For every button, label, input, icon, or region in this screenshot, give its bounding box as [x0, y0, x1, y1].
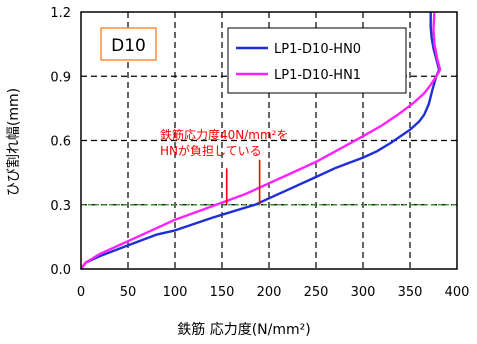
x-tick-label: 50: [120, 285, 137, 300]
annotation-line-1: 鉄筋応力度40N/mm²を: [160, 127, 288, 142]
x-tick-label: 250: [304, 285, 329, 300]
x-tick-label: 150: [210, 285, 235, 300]
series-line-1: [80, 11, 442, 270]
y-axis-ticks: 0.0 0.3 0.6 0.9 1.2: [50, 6, 71, 278]
plot-frame: [80, 11, 458, 270]
x-axis-ticks: 0 50 100 150 200 250 300 350 400: [77, 285, 470, 300]
y-tick-label: 1.2: [50, 6, 71, 21]
legend: LP1-D10-HN0 LP1-D10-HN1: [227, 27, 407, 94]
x-axis-title: 鉄筋 応力度(N/mm²): [177, 321, 310, 338]
y-axis-title: ひび割れ幅(mm): [5, 88, 22, 196]
x-tick-label: 0: [77, 285, 85, 300]
annotation-markers: [225, 159, 261, 205]
annotation-line-2: HNが負担している: [160, 143, 262, 158]
legend-label-hn1: LP1-D10-HN1: [274, 68, 361, 83]
annotation: 鉄筋応力度40N/mm²を HNが負担している: [160, 127, 288, 158]
y-tick-label: 0.6: [50, 135, 71, 150]
x-tick-label: 300: [351, 285, 376, 300]
x-tick-label: 400: [445, 285, 470, 300]
x-tick-label: 200: [257, 285, 282, 300]
y-tick-label: 0.0: [50, 263, 71, 278]
x-tick-label: 350: [398, 285, 423, 300]
legend-label-hn0: LP1-D10-HN0: [274, 42, 361, 57]
x-tick-label: 100: [163, 285, 188, 300]
panel-label-box: D10: [100, 27, 157, 61]
y-tick-label: 0.3: [50, 199, 71, 214]
y-tick-label: 0.9: [50, 70, 71, 85]
panel-label: D10: [111, 36, 146, 56]
series-layer: [80, 11, 442, 270]
